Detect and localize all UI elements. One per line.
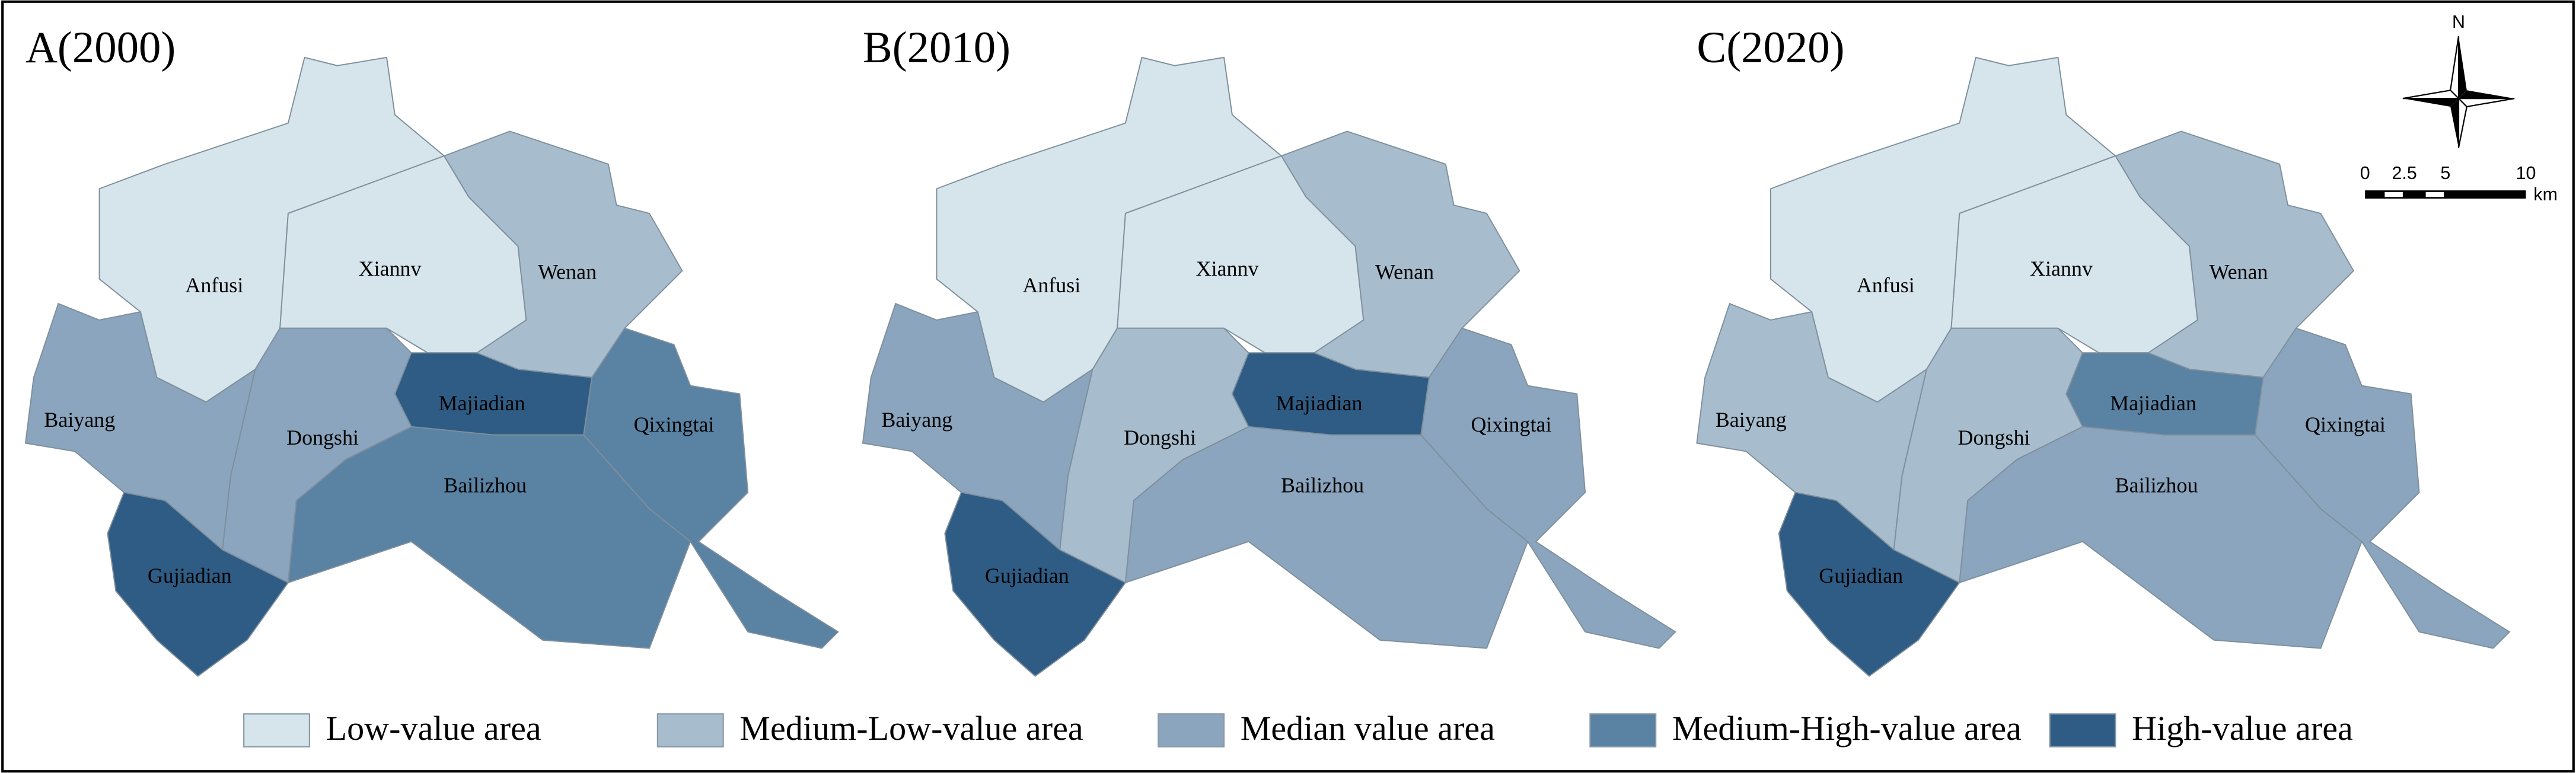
region-label: Qixingtai (1471, 413, 1552, 436)
legend-label: Low-value area (326, 709, 541, 748)
region-label: Gujiadian (148, 564, 232, 587)
region-label: Bailizhou (1281, 474, 1364, 497)
region-label: Gujiadian (985, 564, 1069, 587)
region-label: Dongshi (1124, 426, 1196, 449)
scale-tick-label: 5 (2440, 163, 2450, 183)
region-label: Anfusi (1022, 273, 1080, 297)
region-label: Bailizhou (2115, 474, 2198, 497)
region (107, 491, 289, 677)
region-label: Gujiadian (1819, 564, 1903, 587)
region-label: Anfusi (185, 273, 243, 297)
region-label: Wenan (1375, 260, 1434, 284)
region-label: Majiadian (439, 391, 525, 415)
map-panel: B(2010) Anfusi Xiannv Wenan Baiyang Dongshi Ma… (862, 23, 1676, 677)
compass: N (2402, 12, 2515, 148)
region (944, 491, 1127, 677)
legend-label: High-value area (2132, 709, 2353, 748)
region-label: Dongshi (1958, 426, 2030, 449)
north-label: N (2452, 12, 2465, 32)
legend-swatch (1158, 713, 1225, 748)
region-label: Majiadian (1276, 391, 1363, 415)
region (1778, 491, 1960, 677)
region-label: Majiadian (2110, 391, 2196, 415)
region-label: Dongshi (286, 426, 359, 449)
region (1959, 426, 2363, 649)
legend-swatch (656, 713, 724, 748)
scale-tick-label: 2.5 (2392, 163, 2416, 183)
region-label: Bailizhou (444, 474, 527, 497)
scale-tick-label: 10 (2516, 163, 2536, 183)
region-label: Baiyang (881, 408, 952, 432)
panels: A(2000) Anfusi Xiannv Wenan Baiyang Dongshi Ma… (24, 23, 2511, 677)
map-panel: A(2000) Anfusi Xiannv Wenan Baiyang Dongshi Ma… (24, 23, 839, 677)
region (1124, 426, 1529, 649)
panel-title: C(2020) (1697, 23, 1844, 72)
legend-swatch (1589, 713, 1657, 748)
region-label: Qixingtai (634, 413, 715, 436)
legend-swatch (243, 713, 311, 748)
region-label: Xiannv (359, 257, 422, 280)
region (1420, 327, 1676, 649)
region-label: Baiyang (1716, 408, 1787, 432)
region-label: Xiannv (1196, 257, 1259, 280)
region (583, 327, 839, 649)
legend-label: Medium-Low-value area (739, 709, 1083, 748)
scale-tick-label: 0 (2360, 163, 2370, 183)
legend-label: Medium-High-value area (1672, 709, 2022, 748)
region-label: Baiyang (44, 408, 115, 432)
region-label: Qixingtai (2305, 413, 2386, 436)
legend-swatch (2049, 713, 2116, 748)
map-panel: C(2020) Anfusi Xiannv Wenan Baiyang Dongshi Ma… (1696, 23, 2511, 677)
scale-unit: km (2533, 184, 2558, 205)
region-label: Wenan (2209, 260, 2268, 284)
panel-title: B(2010) (863, 23, 1010, 72)
region-label: Xiannv (2030, 257, 2093, 280)
panel-title: A(2000) (25, 23, 176, 72)
region (287, 426, 691, 649)
region-label: Anfusi (1857, 273, 1915, 297)
legend: Low-value area Medium-Low-value area Media… (243, 709, 2353, 748)
region-label: Wenan (538, 260, 597, 284)
legend-label: Median value area (1241, 709, 1495, 748)
region (2254, 327, 2511, 649)
